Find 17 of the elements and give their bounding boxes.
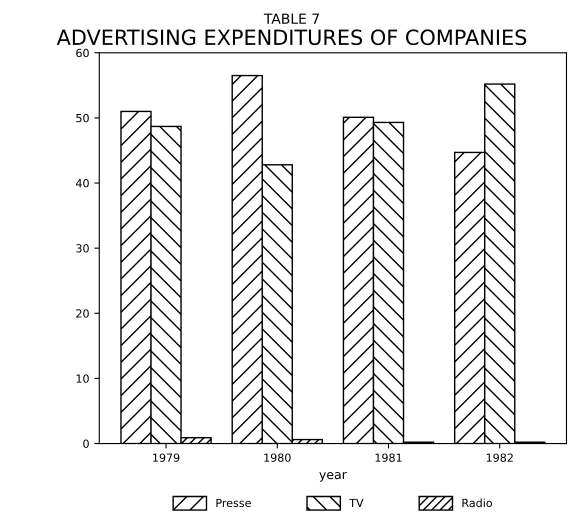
y-tick-label: 50 xyxy=(76,114,89,122)
x-axis-title: year xyxy=(319,472,347,482)
y-tick-label: 20 xyxy=(76,309,89,318)
legend-label: TV xyxy=(349,498,364,507)
legend-label: Presse xyxy=(216,498,251,508)
y-tick-label: 30 xyxy=(76,244,89,253)
y-tick-label: 40 xyxy=(76,179,89,188)
chart-title: ADVERTISING EXPENDITURES OF COMPANIES xyxy=(56,29,526,46)
legend-label: Radio xyxy=(462,498,492,508)
x-tick-label: 1981 xyxy=(376,453,402,462)
y-tick-label: 0 xyxy=(83,439,89,448)
y-tick-label: 60 xyxy=(76,48,89,58)
x-tick-label: 1980 xyxy=(264,453,291,462)
x-tick-label: 1979 xyxy=(153,453,180,462)
chart-subtitle: TABLE 7 xyxy=(264,14,319,24)
y-tick-label: 10 xyxy=(76,374,89,383)
x-tick-label: 1982 xyxy=(486,453,513,462)
